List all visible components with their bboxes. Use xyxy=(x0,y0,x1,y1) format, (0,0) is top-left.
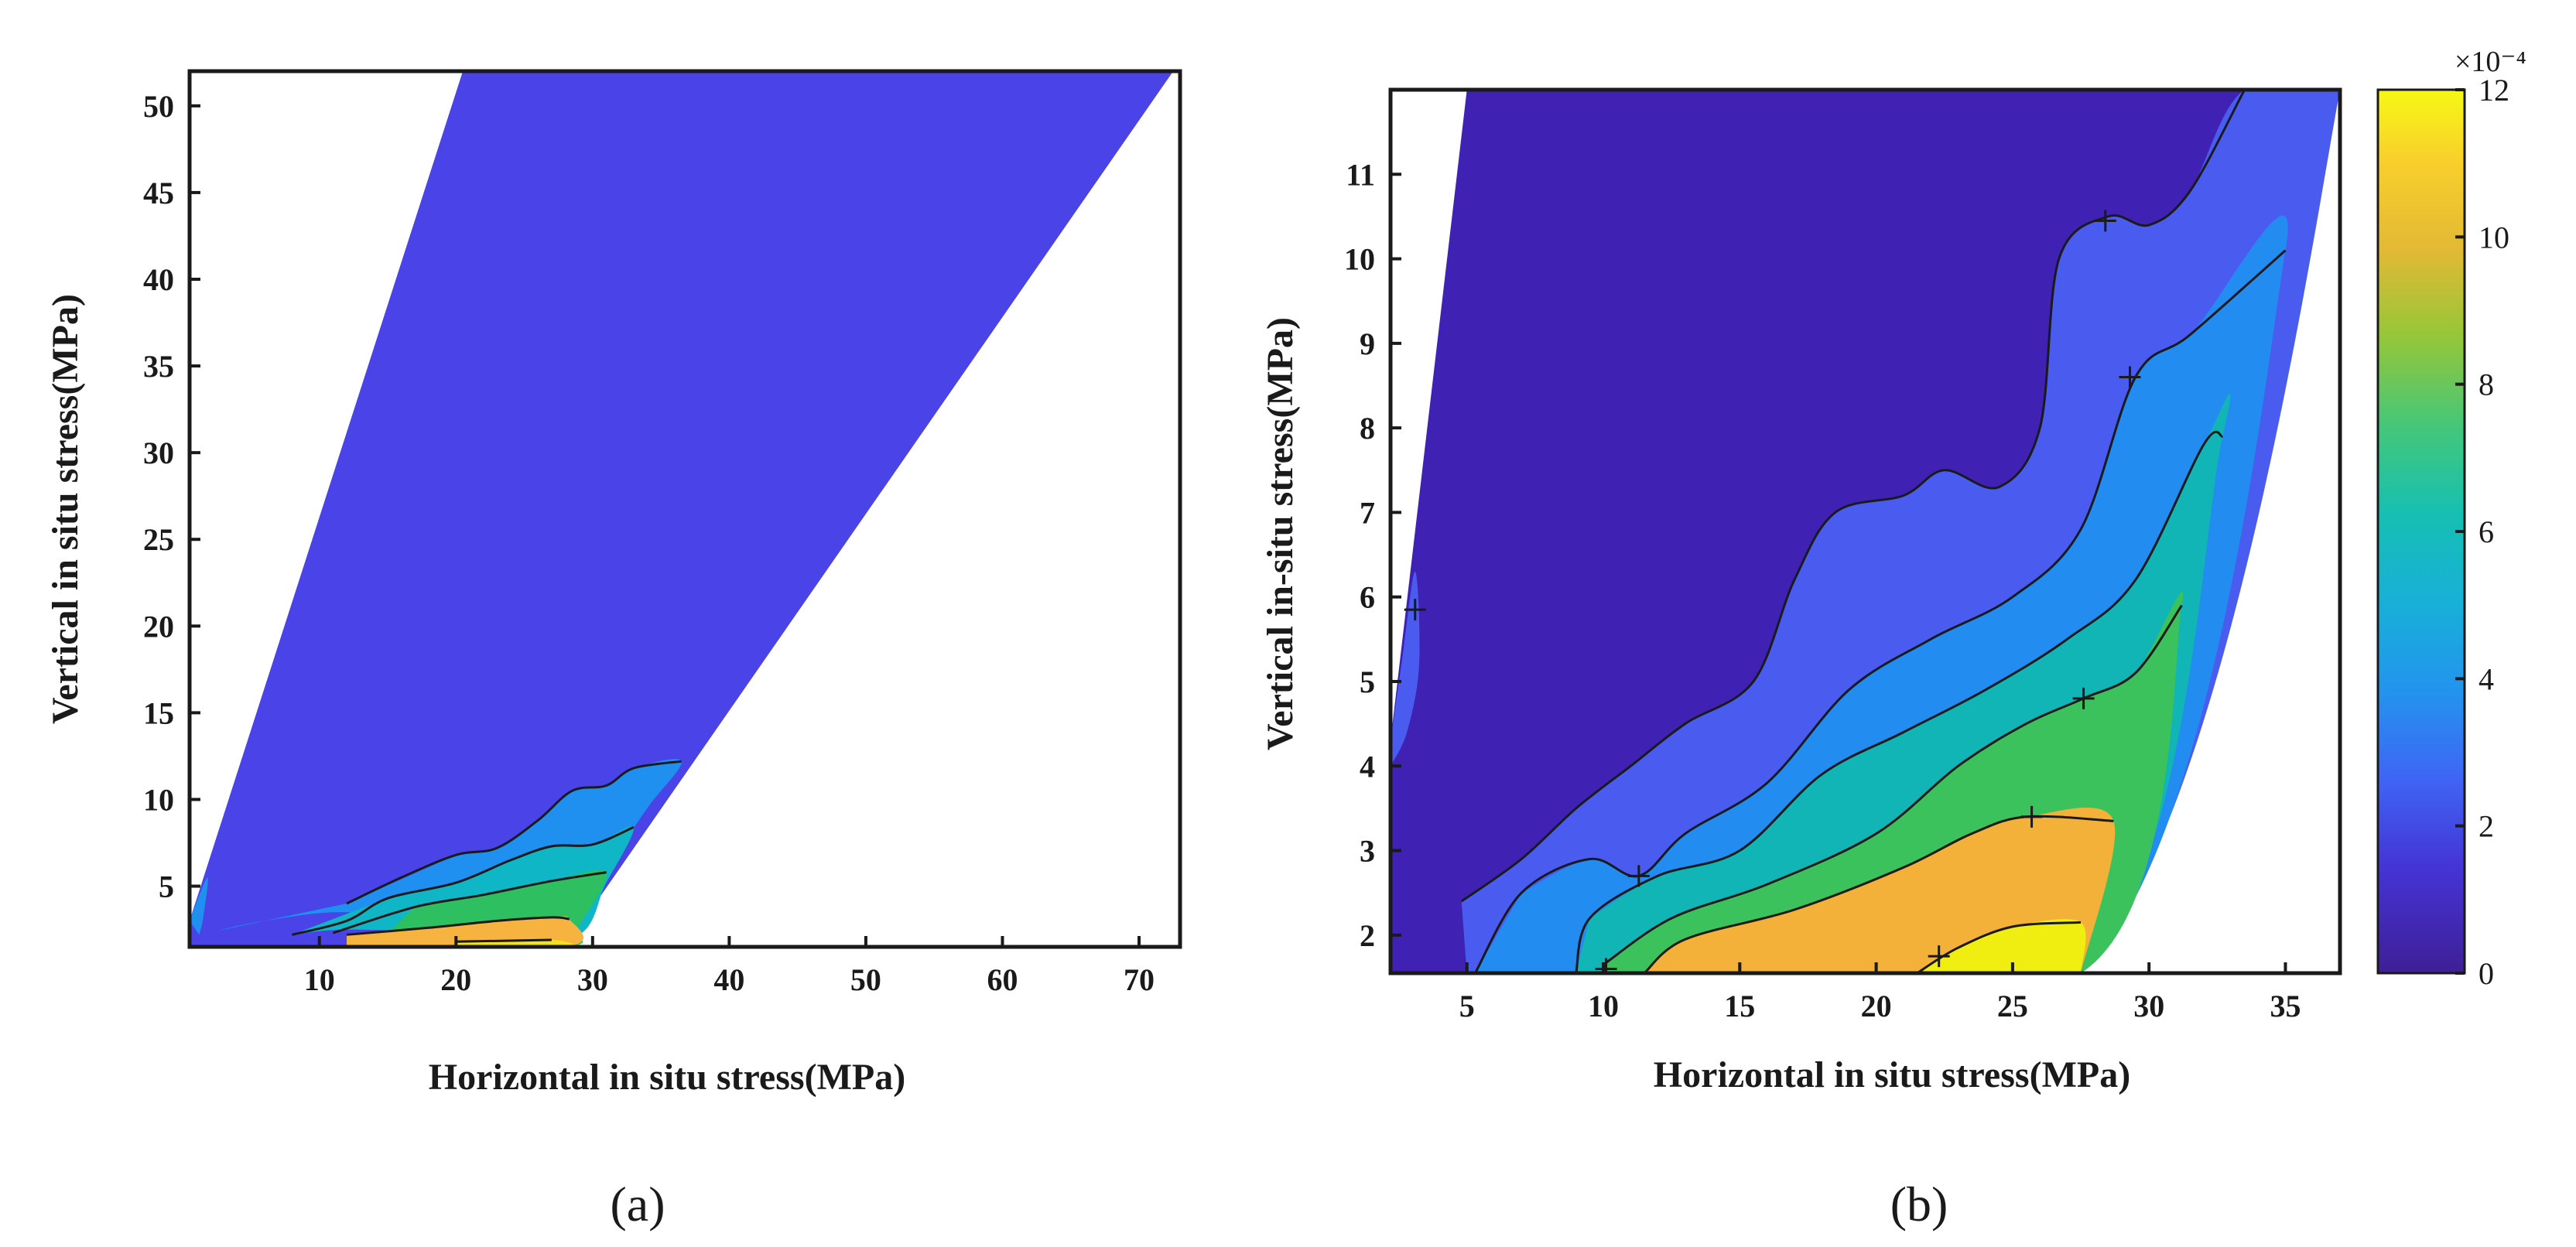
y-tick-label: 11 xyxy=(1346,157,1375,192)
contour-line xyxy=(1916,921,2082,973)
panel-a-contours xyxy=(292,760,682,943)
y-tick-label: 8 xyxy=(1360,411,1375,446)
colorbar-exponent: ×10⁻⁴ xyxy=(2455,46,2526,78)
y-tick-label: 10 xyxy=(1344,242,1375,277)
label-marker xyxy=(1627,865,1650,887)
y-tick-label: 45 xyxy=(143,176,174,210)
colorbar-tick-label: 10 xyxy=(2479,220,2509,255)
contour-line xyxy=(346,916,570,936)
contour-line xyxy=(456,938,552,943)
panel-a-ticks: 10 20 30 40 50 60 70 5 10 15 20 25 30 35 40 45 50 xyxy=(143,89,1155,997)
y-tick-label: 40 xyxy=(143,262,174,297)
panel-b-label: (b) xyxy=(1890,1177,1948,1232)
x-tick-label: 30 xyxy=(577,962,608,997)
x-tick-label: 25 xyxy=(1997,989,2028,1023)
y-tick-label: 25 xyxy=(143,522,174,557)
contour-line xyxy=(1460,90,2246,903)
label-marker xyxy=(2020,805,2043,828)
panel-a-regions xyxy=(190,71,1174,947)
panel-b-markers xyxy=(1404,210,2141,973)
x-tick-label: 35 xyxy=(2270,989,2301,1023)
colorbar-ticks: 0 2 4 6 8 10 12 xyxy=(2455,73,2509,991)
y-tick-label: 15 xyxy=(143,695,174,730)
colorbar-gradient xyxy=(2376,88,2466,975)
label-marker xyxy=(2119,366,2141,388)
x-tick-label: 20 xyxy=(440,962,471,997)
colorbar: 0 2 4 6 8 10 12 ×10⁻⁴ xyxy=(2376,46,2526,991)
colorbar-tick-label: 4 xyxy=(2479,661,2494,696)
y-tick-label: 10 xyxy=(143,782,174,817)
x-tick-label: 50 xyxy=(850,962,881,997)
contour-region-8e-4 xyxy=(347,916,584,947)
label-marker xyxy=(1404,599,1426,621)
y-tick-label: 30 xyxy=(143,436,174,470)
colorbar-tick-label: 8 xyxy=(2479,367,2494,402)
colorbar-tick-label: 6 xyxy=(2479,514,2494,549)
label-marker xyxy=(1928,945,1950,968)
contour-line xyxy=(1603,604,2183,966)
y-tick-label: 35 xyxy=(143,349,174,384)
y-tick-label: 2 xyxy=(1360,918,1375,953)
x-tick-label: 30 xyxy=(2133,989,2164,1023)
y-tick-label: 5 xyxy=(159,869,174,904)
label-marker xyxy=(2094,210,2116,232)
x-tick-label: 70 xyxy=(1124,962,1155,997)
x-tick-label: 60 xyxy=(987,962,1018,997)
y-tick-label: 50 xyxy=(143,89,174,124)
contour-line xyxy=(1575,430,2223,973)
label-marker xyxy=(2072,687,2095,709)
x-tick-label: 40 xyxy=(713,962,744,997)
y-tick-label: 9 xyxy=(1360,326,1375,361)
y-tick-label: 6 xyxy=(1360,580,1375,615)
label-marker xyxy=(1595,958,1617,973)
colorbar-tick-label: 12 xyxy=(2479,73,2509,108)
contour-line xyxy=(332,871,607,934)
contour-region-edge xyxy=(190,877,208,935)
panel-b-regions xyxy=(1391,90,2340,973)
panel-b-ticks: 5 10 15 20 25 30 35 2 3 4 5 6 7 8 9 10 11 xyxy=(1344,157,2301,1023)
domain-region xyxy=(190,71,1174,947)
panel-a-label: (a) xyxy=(610,1177,665,1232)
x-tick-label: 10 xyxy=(1588,989,1619,1023)
contour-region-10e-4 xyxy=(1917,919,2086,973)
y-tick-label: 5 xyxy=(1360,664,1375,699)
panel-a-xlabel: Horizontal in situ stress(MPa) xyxy=(429,1057,905,1098)
panel-a-ylabel: Vertical in situ stress(MPa) xyxy=(45,294,86,724)
y-tick-label: 4 xyxy=(1360,749,1375,784)
colorbar-tick-label: 2 xyxy=(2479,809,2494,844)
y-tick-label: 20 xyxy=(143,609,174,644)
x-tick-label: 10 xyxy=(304,962,335,997)
contour-line xyxy=(292,825,635,936)
panel-a-frame xyxy=(187,69,1182,949)
panel-b-xlabel: Horizontal in situ stress(MPa) xyxy=(1654,1054,2130,1095)
x-tick-label: 20 xyxy=(1861,989,1892,1023)
contour-region-edge xyxy=(1391,571,1420,767)
x-tick-label: 15 xyxy=(1724,989,1755,1023)
contour-line xyxy=(346,760,682,905)
y-tick-label: 3 xyxy=(1360,834,1375,869)
y-tick-label: 7 xyxy=(1360,495,1375,530)
panel-a: 10 20 30 40 50 60 70 5 10 15 20 25 30 35 40 45 50 Horizo… xyxy=(45,69,1182,1232)
panel-b-frame xyxy=(1388,87,2342,975)
panel-b-ylabel: Vertical in-situ stress(MPa) xyxy=(1260,317,1301,750)
colorbar-tick-label: 0 xyxy=(2479,956,2494,991)
x-tick-label: 5 xyxy=(1459,989,1475,1023)
